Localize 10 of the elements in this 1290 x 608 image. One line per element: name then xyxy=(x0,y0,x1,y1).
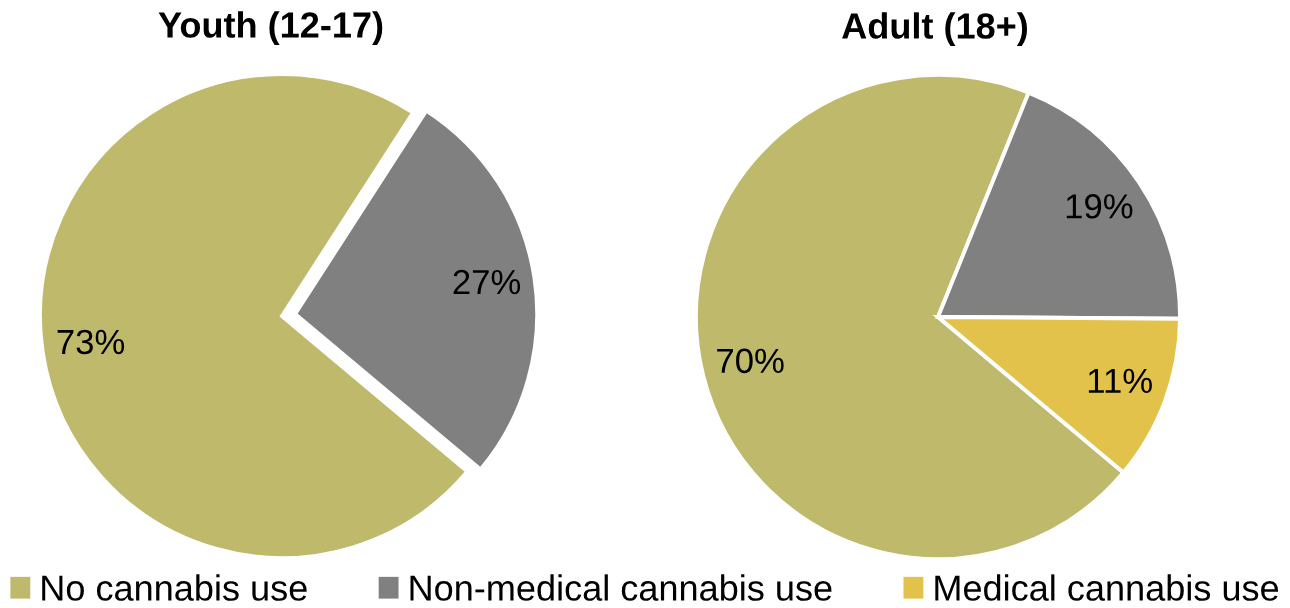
data-label: 27% xyxy=(453,269,521,295)
data-label: 19% xyxy=(1066,194,1133,219)
legend-label: Medical cannabis use xyxy=(935,574,1279,601)
slice-label: Youth (12-17) xyxy=(158,11,383,45)
data-label: 73% xyxy=(57,329,125,355)
slice-label: Adult (18+) xyxy=(842,12,1028,46)
legend-label: Non-medical cannabis use xyxy=(410,574,832,601)
data-label: 70% xyxy=(717,348,784,374)
legend-label: No cannabis use xyxy=(42,574,307,601)
data-label: 11% xyxy=(1088,368,1152,394)
